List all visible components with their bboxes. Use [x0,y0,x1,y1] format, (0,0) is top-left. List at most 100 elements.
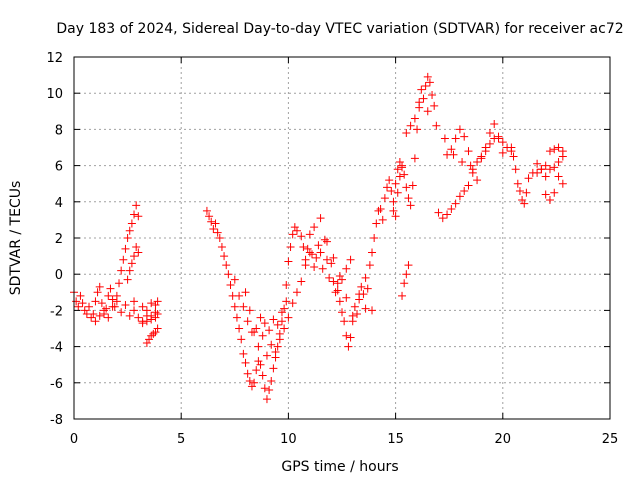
data-point [254,357,263,366]
data-point [335,272,344,281]
data-point [151,308,160,317]
data-point [368,306,377,315]
data-point [286,243,295,252]
data-point [147,331,156,340]
data-point [217,243,226,252]
data-point [455,192,464,201]
y-tick-label: 0 [55,268,63,283]
data-point [361,273,370,282]
data-point [89,310,98,319]
data-point [327,259,336,268]
data-point [368,248,377,257]
data-point [256,360,265,369]
data-point [346,255,355,264]
data-point [460,132,469,141]
data-point [207,217,216,226]
data-point [346,333,355,342]
data-point [288,230,297,239]
data-point [271,348,280,357]
data-point [494,134,503,143]
data-point [485,129,494,138]
data-point [400,170,409,179]
data-point [513,179,522,188]
data-point [485,139,494,148]
data-point [387,186,396,195]
data-point [142,317,151,326]
data-point [72,297,81,306]
data-point [130,306,139,315]
data-point [74,302,83,311]
data-point [80,306,89,315]
data-point [374,206,383,215]
data-point [316,248,325,257]
data-point [142,338,151,347]
data-point [511,165,520,174]
data-point [410,154,419,163]
y-tick-label: -4 [50,341,63,356]
data-point [460,186,469,195]
data-point [104,291,113,300]
data-point [541,161,550,170]
data-point [430,101,439,110]
data-point [338,275,346,284]
data-point [250,328,259,337]
data-point [280,324,289,333]
x-tick-label: 5 [177,432,185,447]
data-point [318,264,327,273]
data-point [498,148,507,157]
data-point [260,319,269,328]
data-point [378,215,387,224]
data-point [78,299,87,308]
data-point [127,259,136,268]
data-point [273,342,282,351]
y-tick-label: 6 [55,160,63,175]
data-point [104,313,113,322]
data-point [102,304,111,313]
data-point [329,277,338,286]
data-point [372,219,381,228]
x-tick-label: 20 [495,432,512,447]
data-point [322,255,331,264]
data-point [265,326,274,335]
data-point [443,150,452,159]
data-point [455,125,464,134]
data-point [215,234,224,242]
data-point [537,165,546,174]
data-point [307,250,316,259]
data-point [554,172,563,181]
data-point [389,206,398,215]
y-tick-label: -2 [50,304,63,319]
data-point [305,248,314,257]
data-point [290,223,299,232]
data-point [385,176,394,185]
data-point [498,138,507,147]
data-point [252,324,261,333]
data-points [70,72,567,404]
data-point [393,188,402,197]
data-point [312,253,321,262]
x-tick-label: 15 [387,432,404,447]
data-point [153,297,162,306]
data-point [325,273,334,282]
data-point [353,310,362,319]
data-point [303,244,312,253]
data-point [209,224,218,233]
data-point [550,163,559,172]
data-point [507,143,516,152]
data-point [76,291,85,300]
data-point [421,81,430,90]
data-point [522,188,531,197]
data-point [108,302,117,311]
y-tick-label: 4 [55,196,63,211]
data-point [451,134,460,143]
data-point [389,197,398,206]
y-tick-label: 2 [55,232,63,247]
data-point [406,121,415,130]
data-point [265,386,274,395]
data-point [391,212,400,221]
y-tick-label: -6 [50,377,63,392]
data-point [205,212,214,221]
data-point [333,286,342,295]
data-point [151,328,160,337]
data-point [138,302,147,311]
